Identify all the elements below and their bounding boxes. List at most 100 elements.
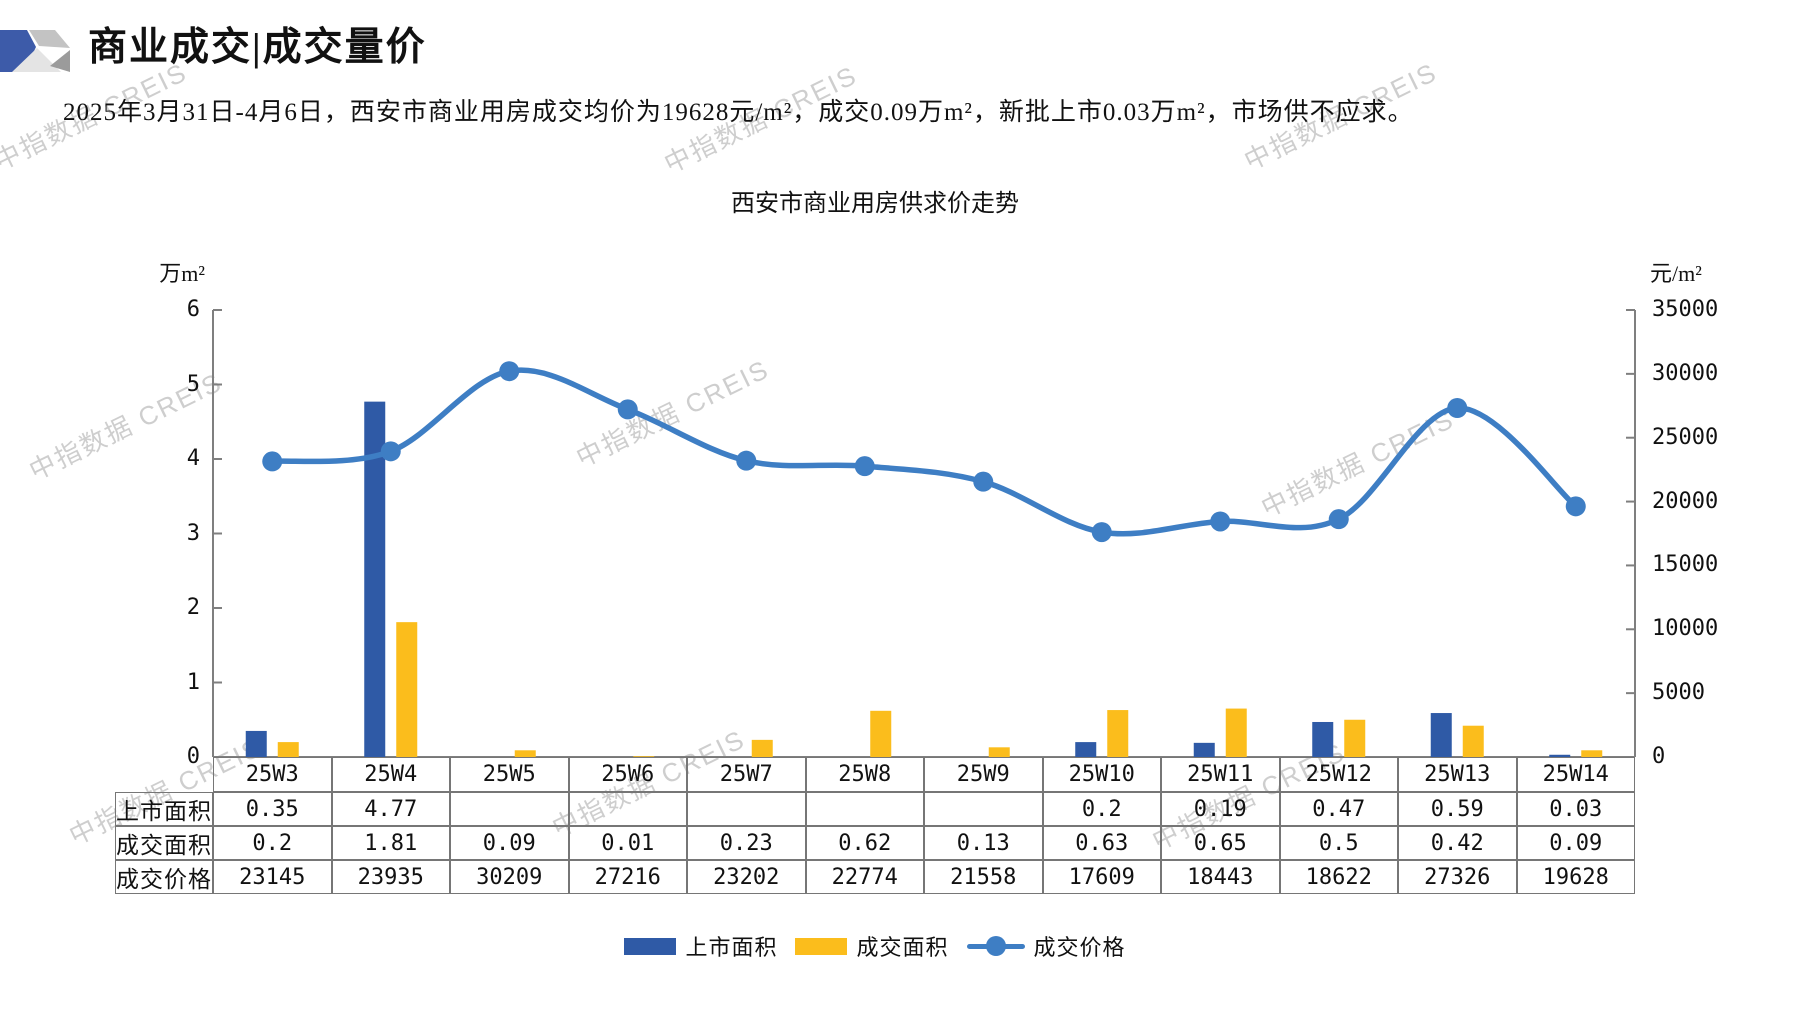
legend-label: 上市面积 <box>685 935 778 960</box>
left-axis-tick-label: 1 <box>186 669 200 695</box>
table-cell: 4.77 <box>331 792 450 826</box>
week-label: 25W11 <box>1161 757 1280 792</box>
price-marker <box>262 451 283 472</box>
table-cell <box>568 792 687 826</box>
sold-area-bar <box>1225 708 1247 757</box>
table-row-label: 上市面积 <box>115 792 213 826</box>
table-cell: 0.5 <box>1279 826 1398 860</box>
right-axis-tick-label: 10000 <box>1652 616 1719 642</box>
table-cell <box>924 792 1043 826</box>
table-cell: 0.01 <box>568 826 687 860</box>
left-axis-tick-label: 6 <box>186 297 200 322</box>
right-axis-tick-label: 5000 <box>1652 680 1705 706</box>
chart-legend: 上市面积 成交面积 成交价格 <box>115 930 1635 962</box>
price-marker <box>973 471 994 492</box>
week-label: 25W12 <box>1279 757 1398 792</box>
week-label: 25W3 <box>213 757 332 792</box>
right-axis-tick-label: 0 <box>1652 744 1666 769</box>
sold-area-bar <box>751 739 773 757</box>
table-cell: 27216 <box>568 860 687 894</box>
left-axis-tick-label: 5 <box>186 371 200 397</box>
table-cell: 0.42 <box>1398 826 1517 860</box>
price-marker <box>1091 522 1112 543</box>
table-cell: 0.13 <box>924 826 1043 860</box>
table-cell <box>450 792 569 826</box>
table-cell: 19628 <box>1516 860 1635 894</box>
listed-area-bar <box>1193 742 1215 757</box>
legend-item-price: 成交价格 <box>966 930 1126 962</box>
sold-area-bar <box>1344 719 1366 757</box>
sold-area-bar <box>1107 710 1129 757</box>
week-label: 25W14 <box>1516 757 1635 792</box>
table-cell: 18622 <box>1279 860 1398 894</box>
sold-area-bar <box>1581 750 1603 757</box>
price-marker <box>736 450 757 471</box>
table-cell: 0.23 <box>687 826 806 860</box>
summary-text: 2025年3月31日-4月6日，西安市商业用房成交均价为19628元/m²，成交… <box>63 99 1414 126</box>
table-cell: 0.2 <box>1042 792 1161 826</box>
table-cell: 0.63 <box>1042 826 1161 860</box>
legend-label: 成交价格 <box>1033 935 1126 960</box>
week-label: 25W13 <box>1398 757 1517 792</box>
table-cell: 21558 <box>924 860 1043 894</box>
right-axis-tick-label: 25000 <box>1652 424 1719 450</box>
left-axis-tick-label: 3 <box>186 520 200 546</box>
sold-area-bar <box>1462 725 1484 757</box>
table-row-label: 成交价格 <box>115 860 213 894</box>
chart-title: 西安市商业用房供求价走势 <box>731 191 1019 217</box>
right-axis-tick-label: 15000 <box>1652 552 1719 578</box>
table-cell: 23145 <box>213 860 332 894</box>
creis-logo <box>0 30 70 72</box>
table-cell: 0.2 <box>213 826 332 860</box>
legend-item-listed-area: 上市面积 <box>624 930 777 962</box>
right-axis-tick-label: 30000 <box>1652 360 1719 386</box>
listed-area-bar <box>1312 721 1334 757</box>
legend-swatch-listed-area <box>624 937 677 955</box>
week-label: 25W4 <box>331 757 450 792</box>
table-cell: 0.09 <box>450 826 569 860</box>
price-marker <box>380 441 401 462</box>
price-marker <box>1328 509 1349 530</box>
sold-area-bar <box>988 747 1010 757</box>
week-label: 25W7 <box>687 757 806 792</box>
price-marker <box>1565 496 1586 517</box>
table-cell: 0.09 <box>1516 826 1635 860</box>
right-axis-tick-label: 20000 <box>1652 488 1719 514</box>
left-axis-tick-label: 0 <box>186 744 200 769</box>
data-table: 25W3 25W4 25W5 25W6 25W7 25W8 25W9 25W10 25W11 25… <box>115 757 1635 894</box>
table-cell <box>805 792 924 826</box>
table-cell: 18443 <box>1161 860 1280 894</box>
price-marker <box>617 399 638 420</box>
table-cell: 30209 <box>450 860 569 894</box>
left-axis-tick-label: 4 <box>186 446 200 471</box>
legend-swatch-sold-area <box>795 937 848 955</box>
table-cell: 23935 <box>331 860 450 894</box>
right-axis-unit: 元/m² <box>1650 261 1702 286</box>
listed-area-bar <box>1549 754 1571 757</box>
listed-area-bar <box>364 401 386 757</box>
table-cell: 23202 <box>687 860 806 894</box>
table-row-label: 成交面积 <box>115 826 213 860</box>
sold-area-bar <box>514 750 536 757</box>
sold-area-bar <box>396 622 418 757</box>
week-label: 25W5 <box>450 757 569 792</box>
left-axis-unit: 万m² <box>159 261 205 286</box>
table-cell: 0.59 <box>1398 792 1517 826</box>
table-cell: 1.81 <box>331 826 450 860</box>
legend-item-sold-area: 成交面积 <box>795 930 948 962</box>
week-label: 25W6 <box>568 757 687 792</box>
price-marker <box>1447 398 1468 419</box>
price-marker <box>499 361 520 382</box>
price-line <box>269 367 1579 537</box>
table-cell: 0.65 <box>1161 826 1280 860</box>
week-label: 25W8 <box>805 757 924 792</box>
legend-line-swatch <box>966 935 1025 957</box>
table-cell: 0.47 <box>1279 792 1398 826</box>
week-label: 25W9 <box>924 757 1043 792</box>
legend-marker-icon <box>985 936 1006 956</box>
table-cell <box>687 792 806 826</box>
sold-area-bar <box>277 742 299 757</box>
price-marker <box>1210 511 1231 532</box>
week-label: 25W10 <box>1042 757 1161 792</box>
